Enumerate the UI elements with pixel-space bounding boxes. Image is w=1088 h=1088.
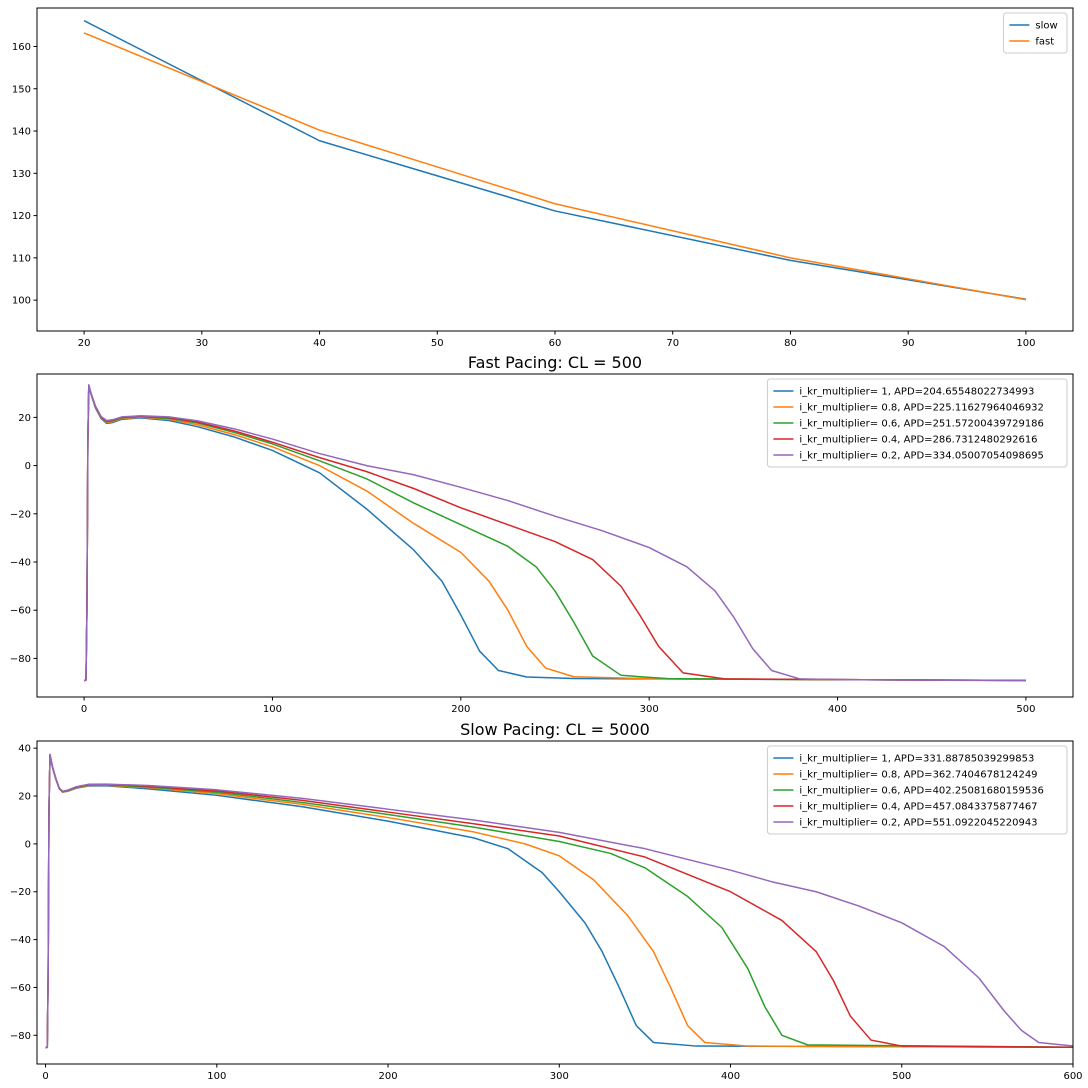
x-tick-label: 40 <box>313 338 326 349</box>
chart-slow-pacing: Slow Pacing: CL = 5000 0 100 200 300 400 500 6… <box>10 720 1083 1082</box>
legend-label: i_kr_multiplier= 0.4, APD=457.0843375877… <box>799 802 1037 813</box>
axes-frame <box>36 373 1074 698</box>
y-tick-label: −40 <box>10 558 31 569</box>
legend-label: i_kr_multiplier= 1, APD=204.655480227349… <box>799 387 1034 398</box>
y-tick-label: 20 <box>18 792 31 803</box>
chart-title: Fast Pacing: CL = 500 <box>468 353 642 372</box>
y-tick-label: −20 <box>10 509 31 520</box>
y-tick-label: −40 <box>10 935 31 946</box>
legend-label: i_kr_multiplier= 0.8, APD=362.7404678124… <box>799 770 1037 781</box>
y-tick-label: −80 <box>10 1031 31 1042</box>
legend-label: fast <box>1035 37 1054 48</box>
legend: i_kr_multiplier= 1, APD=331.887850392998… <box>766 745 1068 835</box>
legend-label: i_kr_multiplier= 0.4, APD=286.7312480292… <box>799 435 1037 446</box>
y-tick-label: −80 <box>10 654 31 665</box>
legend-label: i_kr_multiplier= 0.6, APD=251.5720043972… <box>799 419 1044 430</box>
x-tick-label: 600 <box>1063 1071 1082 1082</box>
legend: i_kr_multiplier= 1, APD=204.655480227349… <box>766 378 1068 468</box>
y-tick-label: 130 <box>12 169 31 180</box>
y-tick-label: −60 <box>10 606 31 617</box>
x-tick-label: 30 <box>195 338 208 349</box>
legend: slow fast <box>1002 12 1068 54</box>
series-line-1 <box>83 20 1027 301</box>
y-tick-label: 20 <box>18 413 31 424</box>
x-tick-label: 0 <box>81 704 87 715</box>
axes-frame <box>36 740 1074 1065</box>
y-tick-label: 140 <box>12 127 31 138</box>
legend-box <box>766 378 1068 468</box>
series-line-2 <box>83 32 1027 301</box>
legend-label: i_kr_multiplier= 0.2, APD=551.0922045220… <box>799 818 1037 829</box>
x-tick-label: 20 <box>78 338 91 349</box>
y-tick-label: 150 <box>12 84 31 95</box>
x-tick-label: 60 <box>549 338 562 349</box>
x-tick-label: 500 <box>892 1071 911 1082</box>
x-tick-label: 500 <box>1016 704 1035 715</box>
x-tick-label: 300 <box>640 704 659 715</box>
y-tick-label: 160 <box>12 42 31 53</box>
y-tick-label: 100 <box>12 296 31 307</box>
legend-label: i_kr_multiplier= 0.6, APD=402.2508168015… <box>799 786 1044 797</box>
x-tick-label: 0 <box>42 1071 48 1082</box>
legend-box <box>766 745 1068 835</box>
y-tick-label: 40 <box>18 744 31 755</box>
chart-top-apd-vs-multiplier: 20 30 40 50 60 70 80 90 100 100 110 120 130 140 150 160… <box>12 7 1074 349</box>
y-tick-label: −20 <box>10 887 31 898</box>
chart-title: Slow Pacing: CL = 5000 <box>460 720 650 739</box>
x-tick-label: 400 <box>721 1071 740 1082</box>
x-tick-label: 100 <box>1016 338 1035 349</box>
series-line-5 <box>83 384 1026 682</box>
y-tick-label: 120 <box>12 211 31 222</box>
legend-label: slow <box>1035 21 1057 32</box>
x-tick-label: 200 <box>451 704 470 715</box>
x-tick-label: 90 <box>902 338 915 349</box>
x-tick-label: 50 <box>431 338 444 349</box>
legend-label: i_kr_multiplier= 0.8, APD=225.1162796404… <box>799 403 1044 414</box>
legend-label: i_kr_multiplier= 0.2, APD=334.0500705409… <box>799 451 1044 462</box>
x-tick-label: 100 <box>207 1071 226 1082</box>
plot-area <box>83 20 1027 301</box>
x-tick-label: 300 <box>550 1071 569 1082</box>
x-tick-label: 400 <box>828 704 847 715</box>
y-tick-label: −60 <box>10 983 31 994</box>
chart-fast-pacing: Fast Pacing: CL = 500 0 100 200 300 400 500−8… <box>10 353 1074 715</box>
plot-area <box>45 753 1073 1049</box>
legend-box <box>1002 12 1068 54</box>
y-tick-label: 0 <box>25 461 31 472</box>
plot-area <box>83 384 1026 682</box>
legend-label: i_kr_multiplier= 1, APD=331.887850392998… <box>799 754 1034 765</box>
y-tick-label: 0 <box>25 839 31 850</box>
x-tick-label: 70 <box>666 338 679 349</box>
x-tick-label: 200 <box>378 1071 397 1082</box>
y-tick-label: 110 <box>12 253 31 264</box>
x-tick-label: 80 <box>784 338 797 349</box>
x-tick-label: 100 <box>263 704 282 715</box>
series-line-5 <box>45 753 1073 1049</box>
